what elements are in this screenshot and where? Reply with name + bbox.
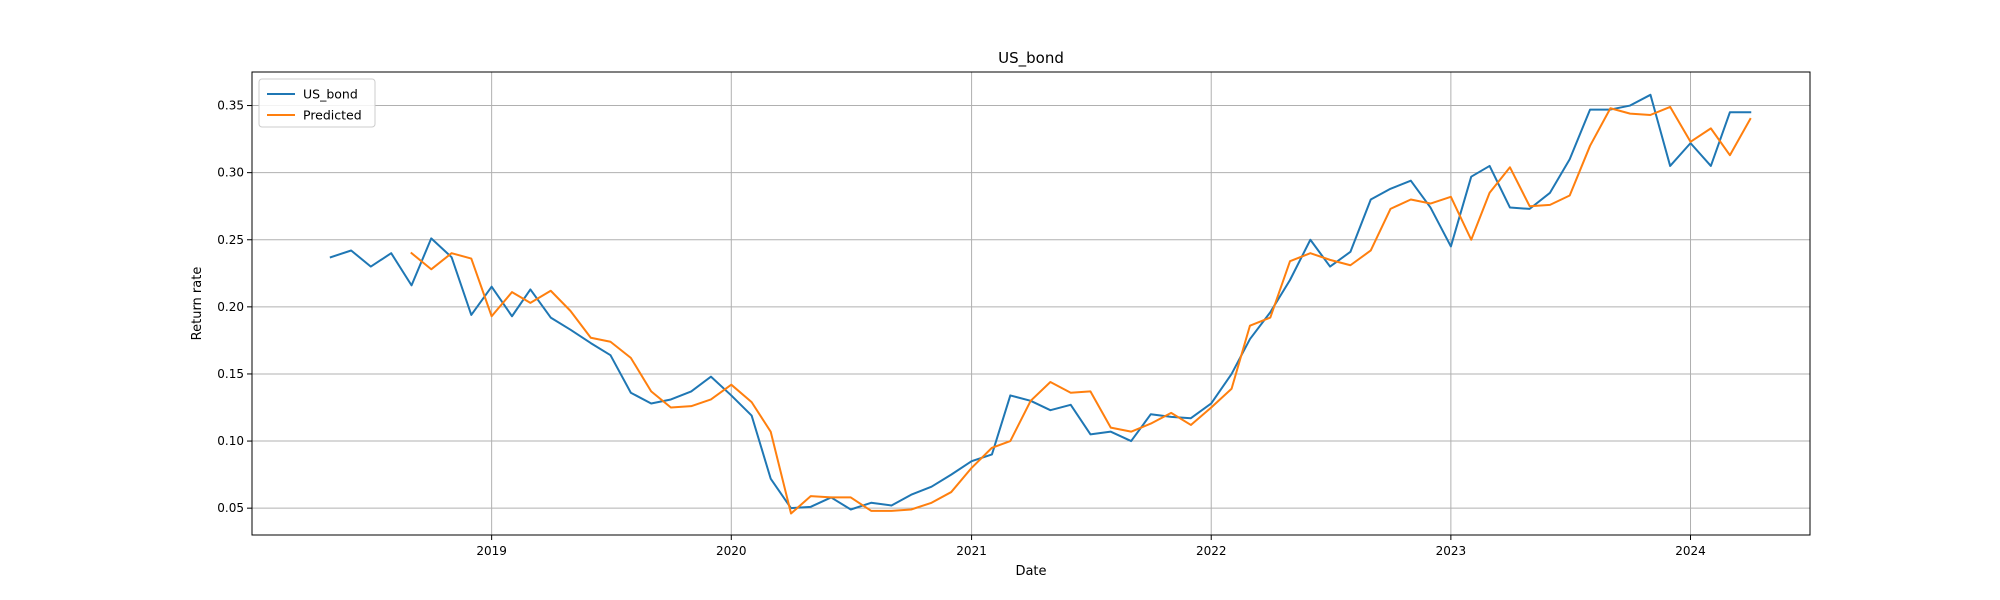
y-tick-label: 0.25 xyxy=(217,233,244,247)
x-axis-label: Date xyxy=(1015,564,1046,579)
plot-frame xyxy=(251,71,1811,536)
chart-title: US_bond xyxy=(998,49,1064,68)
x-tick-label: 2023 xyxy=(1436,544,1467,558)
x-tick-label: 2021 xyxy=(956,544,987,558)
series-line-predicted xyxy=(410,105,1752,515)
y-tick-label: 0.15 xyxy=(217,367,244,381)
y-tick-label: 0.30 xyxy=(217,166,244,180)
grid xyxy=(252,72,1810,535)
x-tick-label: 2024 xyxy=(1675,544,1706,558)
x-tick-label: 2019 xyxy=(476,544,507,558)
legend-label-predicted: Predicted xyxy=(303,108,362,123)
y-tick-label: 0.05 xyxy=(217,501,244,515)
y-tick-label: 0.35 xyxy=(217,99,244,113)
x-tick-label: 2020 xyxy=(716,544,747,558)
y-tick-label: 0.20 xyxy=(217,300,244,314)
series-line-us-bond xyxy=(329,93,1752,511)
x-tick-label: 2022 xyxy=(1196,544,1227,558)
legend: US_bond Predicted xyxy=(258,78,376,128)
legend-label-us-bond: US_bond xyxy=(303,87,358,102)
series-layer xyxy=(329,93,1752,515)
y-axis-label: Return rate xyxy=(190,267,205,341)
axis-ticks: 2019 2020 2021 2022 2023 2024 0.05 0.10 0.15 0.20… xyxy=(217,99,1705,558)
y-tick-label: 0.10 xyxy=(217,434,244,448)
